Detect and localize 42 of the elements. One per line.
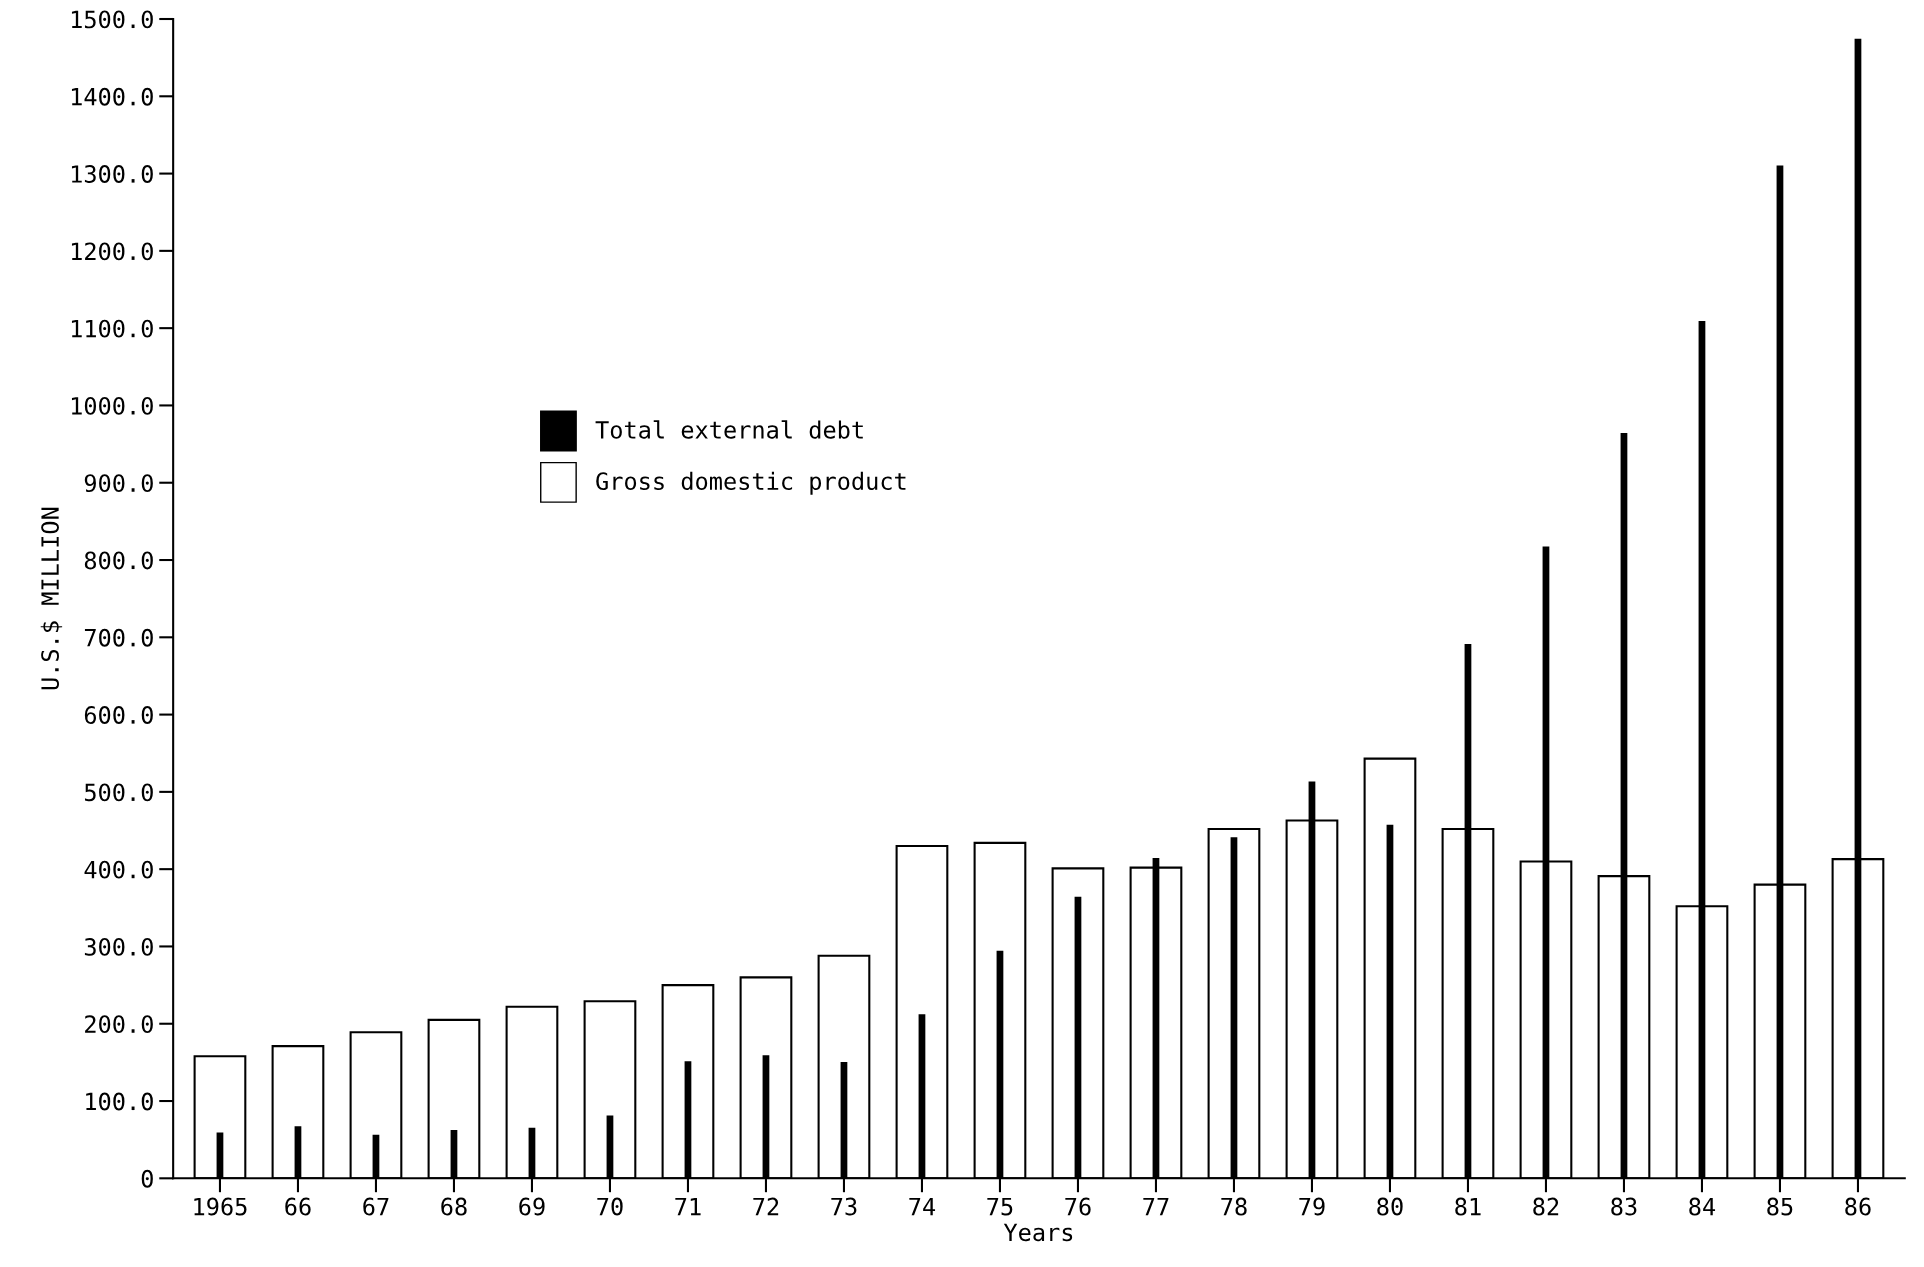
legend-label: Gross domestic product [596, 471, 906, 495]
x-tick-label: 81 [1455, 1197, 1481, 1216]
x-axis-title: Years [1003, 1223, 1073, 1242]
y-tick-label: 400.0 [84, 860, 153, 879]
x-tick-label: 73 [831, 1197, 857, 1216]
y-tick-label: 500.0 [84, 783, 153, 802]
y-tick-label: 1400.0 [71, 87, 153, 106]
x-tick-label: 82 [1533, 1197, 1559, 1216]
x-tick-label: 70 [597, 1197, 623, 1216]
x-tick-label: 84 [1689, 1197, 1716, 1216]
x-tick-label: 66 [285, 1197, 311, 1216]
x-tick-label: 86 [1845, 1197, 1871, 1216]
y-tick-label: 800.0 [84, 551, 153, 570]
x-tick-label: 68 [441, 1197, 467, 1216]
y-axis-title: U.S.$ MILLION [40, 507, 63, 690]
x-tick-label: 77 [1143, 1197, 1169, 1216]
y-tick-label: 0 [141, 1169, 153, 1188]
x-tick-label: 69 [519, 1197, 545, 1216]
x-tick-label: 67 [363, 1197, 389, 1216]
y-tick-label: 200.0 [85, 1015, 153, 1034]
y-tick-label: 1000.0 [71, 396, 153, 415]
x-tick-label: 1965 [194, 1197, 247, 1216]
x-tick-label: 75 [987, 1197, 1013, 1216]
y-tick-label: 1200.0 [71, 242, 153, 261]
x-tick-label: 79 [1299, 1197, 1325, 1216]
legend-label: Total external debt [595, 420, 863, 439]
x-tick-label: 72 [753, 1197, 779, 1216]
x-tick-label: 78 [1221, 1197, 1247, 1216]
y-tick-label: 600.0 [84, 706, 153, 724]
y-tick-label: 300.0 [84, 937, 153, 956]
x-tick-label: 80 [1377, 1197, 1403, 1216]
y-tick-label: 700.0 [84, 628, 153, 647]
x-tick-label: 74 [909, 1197, 936, 1216]
x-tick-label: 76 [1065, 1197, 1091, 1216]
y-tick-label: 100.0 [86, 1092, 153, 1111]
y-tick-label: 1100.0 [71, 319, 153, 338]
y-tick-label: 1500.0 [71, 10, 153, 29]
x-tick-label: 71 [675, 1197, 701, 1216]
x-tick-label: 85 [1767, 1197, 1793, 1216]
y-tick-label: 900.0 [84, 474, 153, 493]
x-tick-label: 83 [1611, 1197, 1637, 1216]
y-tick-label: 1300.0 [71, 165, 153, 183]
